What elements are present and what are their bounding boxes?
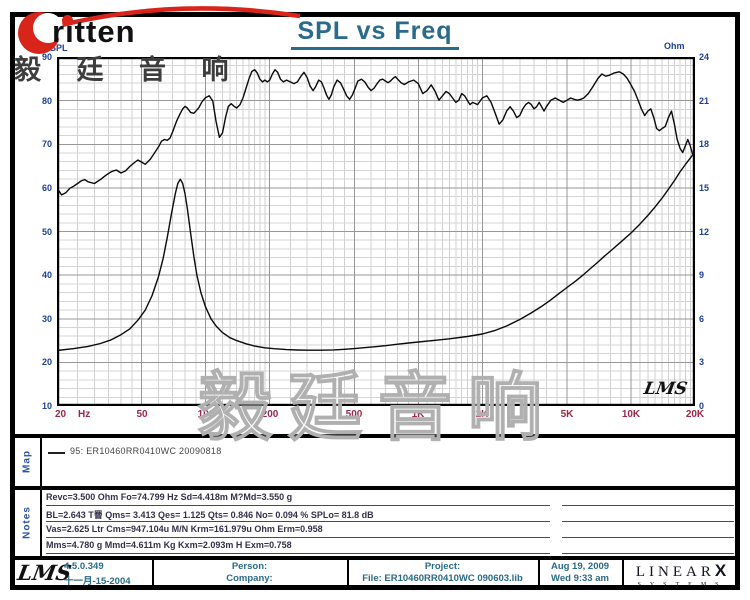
lms-plot-logo: LMS: [642, 379, 689, 399]
x-tick-1K: 1K: [411, 409, 425, 420]
x-tick-100: 100: [197, 409, 215, 420]
right-tick-6: 6: [699, 314, 705, 324]
notes-ruled-line-right-4: [562, 540, 734, 554]
x-axis-unit: Hz: [78, 409, 91, 420]
footer-person-label: Person:: [231, 561, 268, 572]
footer-company-label: Company:: [226, 573, 273, 584]
x-tick-200: 200: [261, 409, 279, 420]
brand-i-dot-icon: [62, 15, 73, 26]
right-tick-12: 12: [699, 227, 710, 237]
linearx-x: X: [714, 561, 727, 580]
left-tick-70: 70: [41, 139, 52, 149]
notes-ruled-line-right-2: [562, 508, 734, 522]
right-tick-18: 18: [699, 139, 710, 149]
linearx-systems: SYSTEMS: [637, 582, 728, 588]
notes-line-4: Mms=4.780 g Mmd=4.611m Kg Kxm=2.093m H E…: [46, 540, 550, 554]
footer-divider-4: [622, 560, 624, 586]
separator-notes-footer: [13, 556, 737, 560]
footer-date: Aug 19, 2009: [550, 561, 610, 572]
footer-version: 4.5.0.349: [64, 561, 104, 572]
spl-impedance-chart: [57, 57, 695, 406]
left-tick-90: 90: [41, 52, 52, 62]
footer-time: Wed 9:33 am: [551, 573, 609, 584]
left-tick-80: 80: [41, 96, 52, 106]
separator-chart-map: [13, 434, 737, 438]
left-tick-60: 60: [41, 183, 52, 193]
linearx-letters: LINEAR: [635, 564, 715, 580]
map-row-label: Map: [21, 450, 33, 473]
page-title: SPL vs Freq: [10, 17, 740, 50]
x-tick-500: 500: [345, 409, 363, 420]
notes-line-3: Vas=2.625 Ltr Cms=947.104u M/N Krm=161.9…: [46, 524, 550, 538]
left-tick-30: 30: [41, 314, 52, 324]
legend-entry: 95: ER10460RR0410WC 20090818: [70, 446, 222, 456]
right-tick-15: 15: [699, 183, 710, 193]
x-tick-20K: 20K: [685, 409, 705, 420]
x-tick-50: 50: [136, 409, 148, 420]
x-tick-20: 20: [55, 409, 67, 420]
x-tick-2K: 2K: [475, 409, 489, 420]
left-tick-50: 50: [41, 227, 52, 237]
brand-swoosh-icon: [18, 6, 301, 54]
linearx-logo: LINEARX SYSTEMS: [626, 561, 736, 588]
right-tick-21: 21: [699, 96, 710, 106]
footer-version-date: 十一月-15-2004: [64, 576, 131, 587]
right-axis-title: Ohm: [664, 41, 685, 51]
left-tick-40: 40: [41, 270, 52, 280]
separator-map-notes: [13, 486, 737, 490]
notes-row-label: Notes: [21, 506, 33, 539]
footer-file-label: File: ER10460RR0410WC 090603.lib: [362, 573, 523, 584]
notes-label-divider: [40, 490, 42, 556]
right-tick-0: 0: [699, 401, 705, 411]
x-tick-10K: 10K: [621, 409, 641, 420]
left-tick-10: 10: [41, 401, 52, 411]
notes-line-1: Revc=3.500 Ohm Fo=74.799 Hz Sd=4.418m M?…: [46, 492, 550, 506]
notes-ruled-line-right-3: [562, 524, 734, 538]
left-tick-20: 20: [41, 357, 52, 367]
right-tick-24: 24: [699, 52, 710, 62]
map-label-divider: [40, 438, 42, 486]
brand-cjk-text: 毅 廷 音 响: [14, 55, 243, 85]
notes-line-2: BL=2.643 T罾 Qms= 3.413 Qes= 1.125 Qts= 0…: [46, 508, 550, 522]
footer-divider-3: [538, 560, 540, 586]
right-tick-9: 9: [699, 270, 705, 280]
x-tick-5K: 5K: [560, 409, 574, 420]
outer-frame: [10, 12, 740, 590]
footer-divider-1: [152, 560, 154, 586]
right-tick-3: 3: [699, 357, 705, 367]
notes-ruled-line-right-1: [562, 492, 734, 506]
footer-project-label: Project:: [424, 561, 461, 572]
footer-divider-2: [347, 560, 349, 586]
legend-line-swatch: [48, 452, 65, 454]
